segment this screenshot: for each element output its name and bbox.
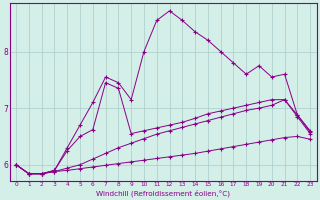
X-axis label: Windchill (Refroidissement éolien,°C): Windchill (Refroidissement éolien,°C) — [96, 189, 230, 197]
